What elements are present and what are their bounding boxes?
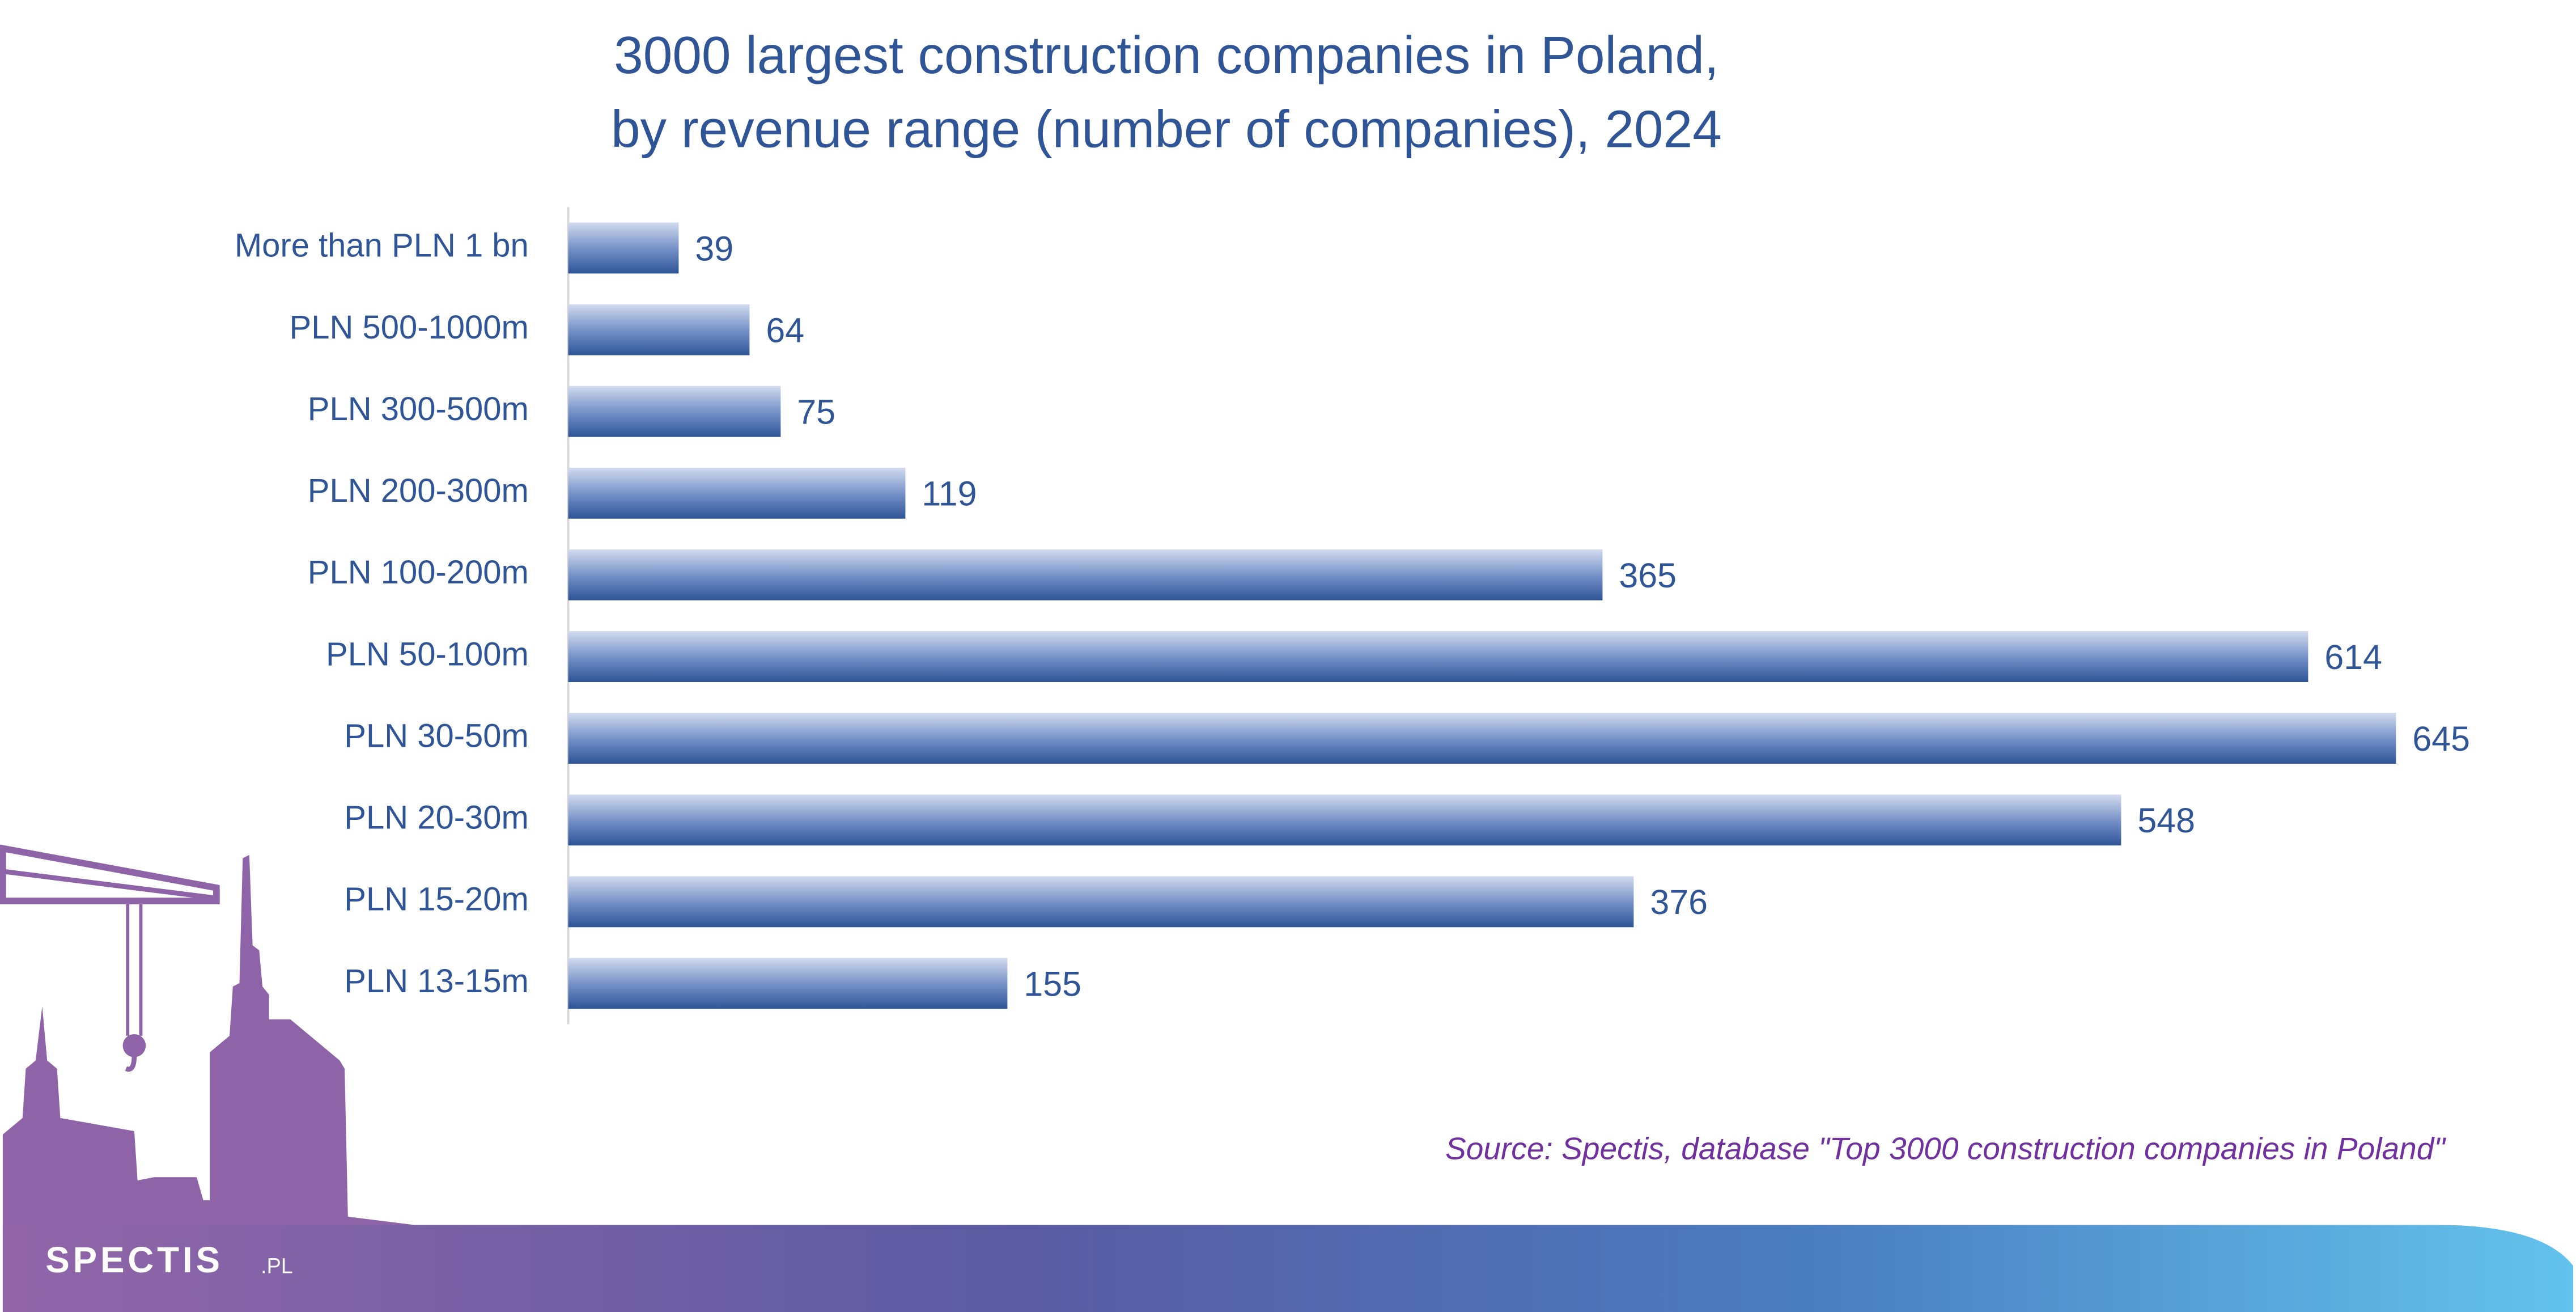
bar — [568, 549, 1603, 600]
category-label: PLN 20-30m — [344, 800, 529, 836]
bar — [568, 794, 2121, 846]
chart-title: by revenue range (number of companies), … — [611, 99, 1722, 158]
category-label: PLN 500-1000m — [290, 310, 529, 346]
value-label: 614 — [2324, 638, 2382, 676]
chart-title: 3000 largest construction companies in P… — [614, 26, 1719, 84]
bar — [568, 304, 750, 355]
value-label: 548 — [2137, 801, 2195, 840]
category-label: PLN 15-20m — [344, 882, 529, 918]
footer-band — [2, 1225, 2574, 1312]
value-label: 155 — [1024, 964, 1081, 1003]
category-label: PLN 100-200m — [308, 555, 529, 591]
logo-suffix: .PL — [261, 1254, 293, 1278]
category-label: PLN 13-15m — [344, 963, 529, 1000]
category-label: More than PLN 1 bn — [235, 228, 529, 264]
bar — [568, 631, 2308, 682]
category-label: PLN 300-500m — [308, 391, 529, 428]
category-label: PLN 200-300m — [308, 473, 529, 509]
value-label: 645 — [2412, 720, 2470, 758]
source-note: Source: Spectis, database "Top 3000 cons… — [1445, 1131, 2446, 1166]
bar — [568, 467, 906, 519]
bar — [568, 876, 1634, 928]
logo-name: SPECTIS — [45, 1239, 223, 1280]
bar — [568, 222, 679, 274]
value-label: 119 — [922, 475, 977, 513]
value-label: 365 — [1619, 556, 1677, 595]
value-label: 64 — [766, 311, 804, 349]
value-label: 39 — [695, 229, 733, 268]
value-label: 75 — [797, 393, 835, 431]
value-label: 376 — [1650, 883, 1708, 921]
category-label: PLN 30-50m — [344, 718, 529, 754]
bar — [568, 713, 2396, 764]
bar — [568, 958, 1008, 1009]
skyline — [0, 844, 414, 1312]
category-label: PLN 50-100m — [326, 636, 529, 672]
bar — [568, 386, 781, 437]
